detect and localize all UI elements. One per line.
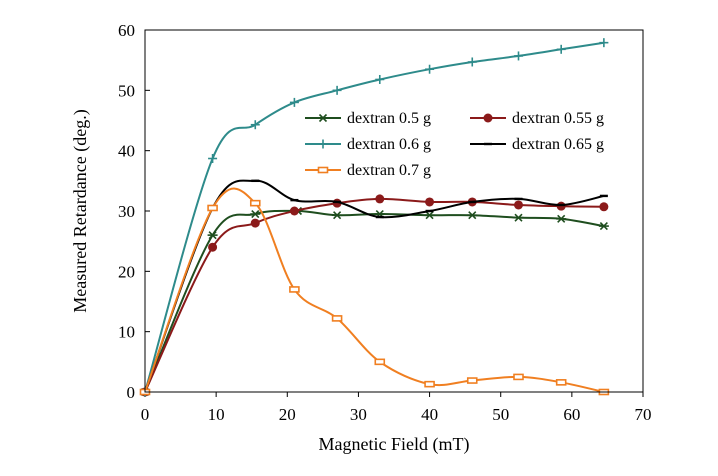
data-point	[556, 214, 567, 223]
data-point	[556, 44, 566, 54]
x-tick-label: 40	[421, 405, 438, 424]
data-point	[599, 202, 609, 212]
series-line	[144, 187, 605, 393]
data-point	[317, 166, 329, 174]
x-ticks: 0 10 20 30 40 50 60 70	[141, 392, 652, 424]
y-tick-label: 30	[118, 202, 135, 221]
data-point	[250, 209, 261, 219]
series-line	[144, 197, 604, 393]
data-point	[289, 286, 300, 293]
legend-label: dextran 0.55 g	[512, 110, 604, 127]
x-tick-label: 10	[208, 405, 225, 424]
data-point	[555, 379, 567, 386]
x-tick-label: 50	[492, 405, 509, 424]
data-point	[208, 154, 218, 164]
data-point	[249, 199, 261, 207]
legend-item: dextran 0.65 g	[470, 136, 604, 153]
data-point	[250, 120, 260, 130]
data-point	[513, 373, 524, 381]
data-point	[425, 64, 435, 74]
data-point	[332, 85, 342, 95]
series-2	[140, 38, 609, 397]
series-4	[139, 187, 610, 396]
y-tick-label: 60	[118, 21, 135, 40]
data-point	[467, 211, 478, 220]
legend-label: dextran 0.65 g	[512, 136, 604, 153]
series-group	[139, 38, 610, 397]
data-point	[425, 197, 435, 207]
data-point	[207, 204, 218, 212]
y-tick-label: 20	[118, 262, 135, 281]
x-tick-label: 70	[635, 405, 652, 424]
data-point	[424, 211, 435, 220]
data-point	[483, 113, 493, 123]
y-tick-label: 0	[127, 383, 136, 402]
legend-label: dextran 0.5 g	[347, 110, 431, 127]
data-point	[513, 213, 524, 222]
legend-item: dextran 0.6 g	[305, 136, 431, 153]
data-point	[514, 51, 523, 61]
data-point	[467, 57, 477, 67]
y-axis-title: Measured Retardance (deg.)	[70, 109, 91, 312]
data-point	[250, 218, 260, 228]
legend-label: dextran 0.6 g	[347, 136, 431, 153]
x-tick-label: 0	[141, 405, 150, 424]
data-point	[318, 139, 328, 149]
y-tick-label: 10	[118, 323, 135, 342]
legend-item: dextran 0.7 g	[305, 162, 431, 179]
data-point	[375, 74, 385, 84]
data-point	[289, 206, 299, 216]
data-point	[598, 222, 609, 231]
data-point	[289, 97, 299, 107]
y-ticks: 0 10 20 30 40 50 60	[118, 21, 150, 402]
series-line	[144, 179, 605, 393]
data-point	[375, 194, 385, 204]
data-point	[556, 201, 566, 211]
x-tick-label: 60	[563, 405, 580, 424]
data-point	[514, 200, 523, 210]
plot-frame	[144, 29, 644, 393]
data-point	[374, 358, 386, 366]
y-tick-label: 50	[118, 81, 135, 100]
x-tick-label: 20	[279, 405, 296, 424]
x-tick-label: 30	[350, 405, 367, 424]
data-point	[207, 231, 218, 240]
legend-label: dextran 0.7 g	[347, 162, 431, 179]
series-line	[144, 209, 605, 393]
series-1	[140, 194, 609, 397]
data-point	[318, 113, 328, 123]
legend-item: dextran 0.55 g	[470, 110, 604, 127]
data-point	[424, 380, 435, 388]
x-axis-title: Magnetic Field (mT)	[319, 434, 470, 455]
data-point	[208, 242, 218, 252]
legend: dextran 0.5 g dextran 0.55 g dextran 0.6 g…	[305, 110, 604, 179]
data-point	[331, 315, 343, 322]
data-point	[332, 211, 343, 220]
data-point	[599, 38, 609, 48]
data-point	[466, 377, 478, 384]
y-tick-label: 40	[118, 142, 135, 161]
legend-item: dextran 0.5 g	[305, 110, 431, 127]
series-0	[140, 206, 609, 397]
